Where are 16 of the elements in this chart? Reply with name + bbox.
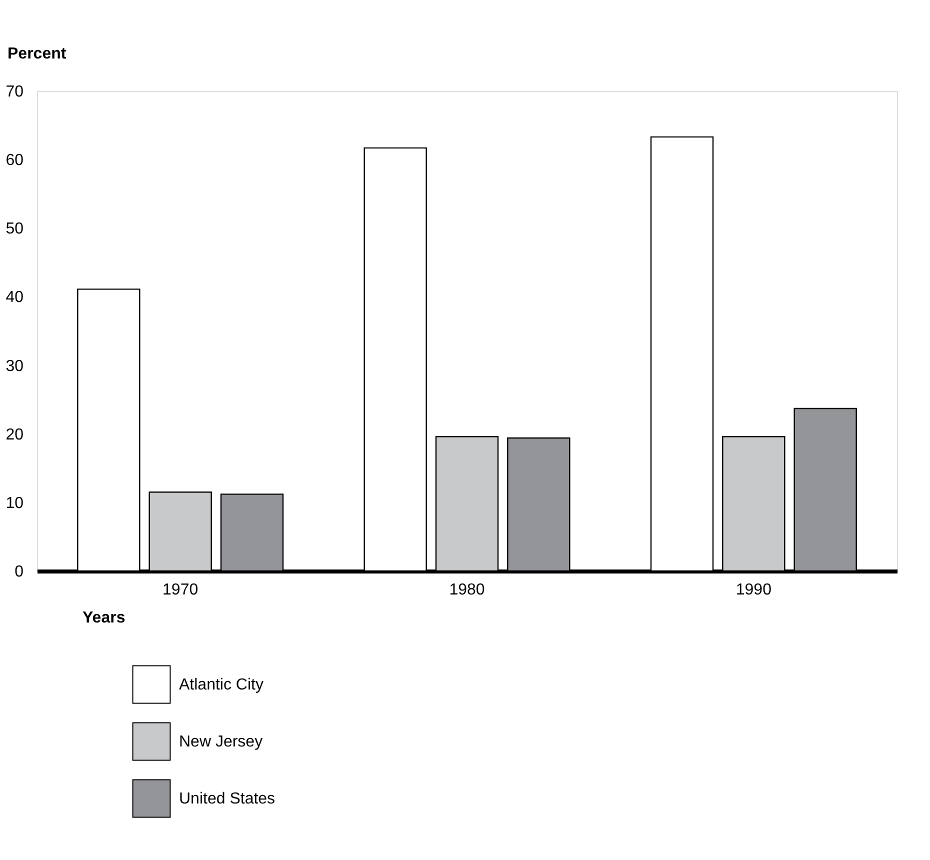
y-tick-label: 60 — [6, 152, 24, 170]
y-tick-label: 30 — [6, 358, 24, 375]
legend-label: New Jersey — [179, 734, 263, 750]
legend-label: Atlantic City — [179, 676, 264, 694]
legend-label: United States — [179, 790, 276, 808]
x-tick-label: 1970 — [162, 582, 198, 598]
y-tick-label: 0 — [14, 564, 24, 580]
x-axis-title: Years — [82, 610, 126, 626]
y-tick-label: 40 — [6, 289, 24, 306]
x-tick-label: 1980 — [449, 582, 485, 598]
y-tick-label: 10 — [6, 494, 24, 512]
x-tick-label: 1990 — [736, 582, 772, 598]
y-axis-title: Percent — [8, 46, 67, 62]
y-tick-label: 70 — [6, 84, 24, 100]
y-tick-label: 20 — [6, 426, 24, 444]
y-tick-label: 50 — [6, 220, 24, 238]
